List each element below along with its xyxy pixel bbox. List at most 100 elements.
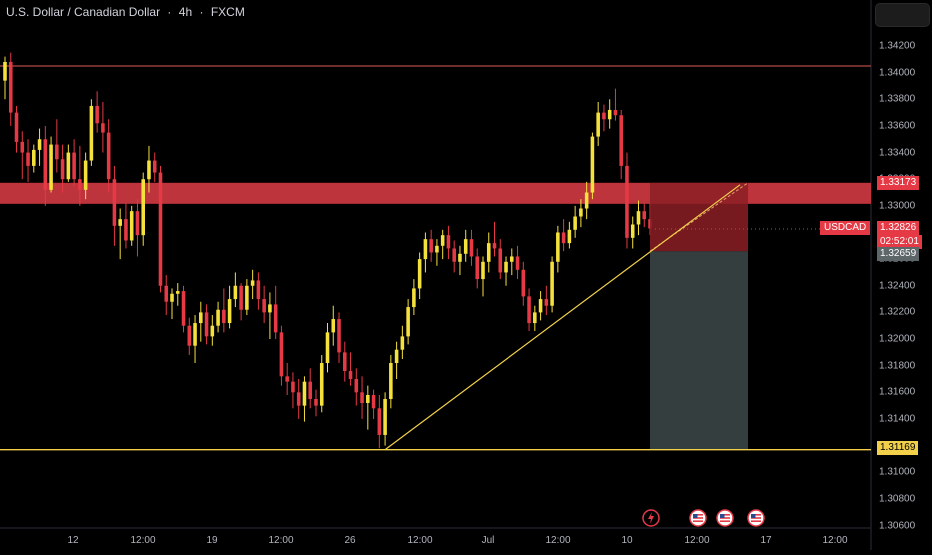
candle-body bbox=[158, 172, 163, 286]
header-separator: · bbox=[167, 5, 172, 19]
candle-body bbox=[152, 160, 157, 173]
candle-body bbox=[567, 229, 572, 244]
candle-body bbox=[607, 109, 612, 120]
candle-body bbox=[331, 319, 336, 333]
candle-body bbox=[233, 285, 238, 300]
candle-body bbox=[475, 256, 480, 280]
candle-body bbox=[49, 144, 53, 190]
us-flag-icon[interactable] bbox=[747, 509, 765, 527]
candle-body bbox=[417, 259, 422, 289]
candle-body bbox=[556, 232, 560, 262]
candle-body bbox=[106, 132, 111, 180]
candle-body bbox=[481, 261, 485, 280]
time-tick-label: 19 bbox=[206, 535, 218, 546]
chart-menu-button[interactable] bbox=[875, 3, 930, 27]
candle-body bbox=[118, 219, 122, 226]
candle-body bbox=[193, 323, 197, 346]
candle-body bbox=[43, 139, 48, 190]
price-tick-label: 1.34200 bbox=[879, 40, 916, 52]
symbol-header[interactable]: U.S. Dollar / Canadian Dollar · 4h · FXC… bbox=[6, 5, 249, 19]
candle-body bbox=[429, 239, 433, 253]
candle-body bbox=[561, 232, 566, 244]
time-tick-label: 12 bbox=[67, 535, 79, 546]
trendline bbox=[384, 184, 741, 451]
time-tick-label: Jul bbox=[481, 535, 495, 546]
candle-body bbox=[222, 309, 226, 324]
price-tick-label: 1.33400 bbox=[879, 147, 916, 159]
candle-body bbox=[262, 299, 266, 313]
candle-body bbox=[279, 332, 284, 377]
candle-body bbox=[239, 285, 243, 310]
candle-body bbox=[573, 216, 577, 230]
candle-body bbox=[314, 398, 318, 406]
entry-price-tag: 1.32659 bbox=[877, 247, 920, 261]
candle-body bbox=[458, 253, 462, 262]
price-tick-label: 1.33000 bbox=[879, 200, 916, 212]
candle-body bbox=[204, 312, 209, 337]
candle-body bbox=[348, 371, 353, 379]
candle-body bbox=[256, 280, 261, 300]
resistance-price-tag: 1.33173 bbox=[877, 176, 920, 190]
time-tick-label: 12:00 bbox=[268, 535, 294, 546]
candle-body bbox=[423, 239, 428, 260]
candle-body bbox=[285, 376, 289, 382]
candle-body bbox=[227, 299, 232, 324]
candle-body bbox=[170, 293, 174, 302]
candle-body bbox=[510, 256, 514, 262]
time-tick-label: 26 bbox=[344, 535, 356, 546]
candle-body bbox=[3, 61, 7, 81]
candle-body bbox=[469, 239, 474, 257]
symbol-name: U.S. Dollar / Canadian Dollar bbox=[6, 5, 161, 19]
price-tick-label: 1.31000 bbox=[879, 466, 916, 478]
candle-body bbox=[446, 235, 451, 249]
candle-body bbox=[147, 160, 151, 180]
time-tick-label: 12:00 bbox=[545, 535, 571, 546]
candle-body bbox=[394, 349, 399, 364]
candle-body bbox=[642, 211, 647, 220]
candle-body bbox=[584, 192, 589, 209]
price-tick-label: 1.32200 bbox=[879, 306, 916, 318]
price-tick-label: 1.32400 bbox=[879, 280, 916, 292]
candle-body bbox=[273, 304, 278, 333]
candle-body bbox=[366, 394, 370, 403]
price-tick-label: 1.31400 bbox=[879, 413, 916, 425]
us-flag-icon[interactable] bbox=[689, 509, 707, 527]
candle-body bbox=[625, 165, 629, 238]
candle-body bbox=[371, 394, 376, 409]
candle-body bbox=[199, 312, 203, 324]
time-tick-label: 12:00 bbox=[822, 535, 848, 546]
timeframe-label[interactable]: 4h bbox=[178, 5, 193, 19]
countdown-tag: 02:52:01 bbox=[877, 235, 922, 249]
us-flag-icon[interactable] bbox=[716, 509, 734, 527]
lightning-icon[interactable] bbox=[642, 509, 660, 527]
candle-body bbox=[463, 239, 468, 254]
candle-body bbox=[95, 105, 99, 124]
candle-body bbox=[377, 408, 382, 435]
candle-body bbox=[55, 144, 59, 160]
price-tick-label: 1.33600 bbox=[879, 120, 916, 132]
candle-body bbox=[435, 245, 439, 253]
candle-body bbox=[124, 219, 128, 241]
support-price-tag: 1.31169 bbox=[877, 441, 919, 455]
candle-body bbox=[492, 243, 497, 249]
candle-body bbox=[412, 288, 416, 308]
candle-body bbox=[400, 336, 405, 350]
candle-body bbox=[26, 152, 30, 166]
candle-body bbox=[360, 392, 364, 403]
candle-body bbox=[452, 248, 456, 262]
time-tick-label: 12:00 bbox=[407, 535, 433, 546]
current-price-tag: 1.32826 bbox=[877, 221, 920, 235]
candle-body bbox=[8, 61, 13, 113]
candle-body bbox=[268, 304, 272, 313]
candle-body bbox=[613, 109, 618, 116]
candle-body bbox=[521, 269, 526, 297]
candle-body bbox=[250, 280, 255, 286]
candle-body bbox=[325, 332, 330, 364]
price-tick-label: 1.30600 bbox=[879, 520, 916, 532]
candle-body bbox=[308, 381, 313, 399]
candle-body bbox=[181, 291, 186, 326]
candle-body bbox=[101, 123, 105, 133]
candle-body bbox=[83, 160, 88, 190]
